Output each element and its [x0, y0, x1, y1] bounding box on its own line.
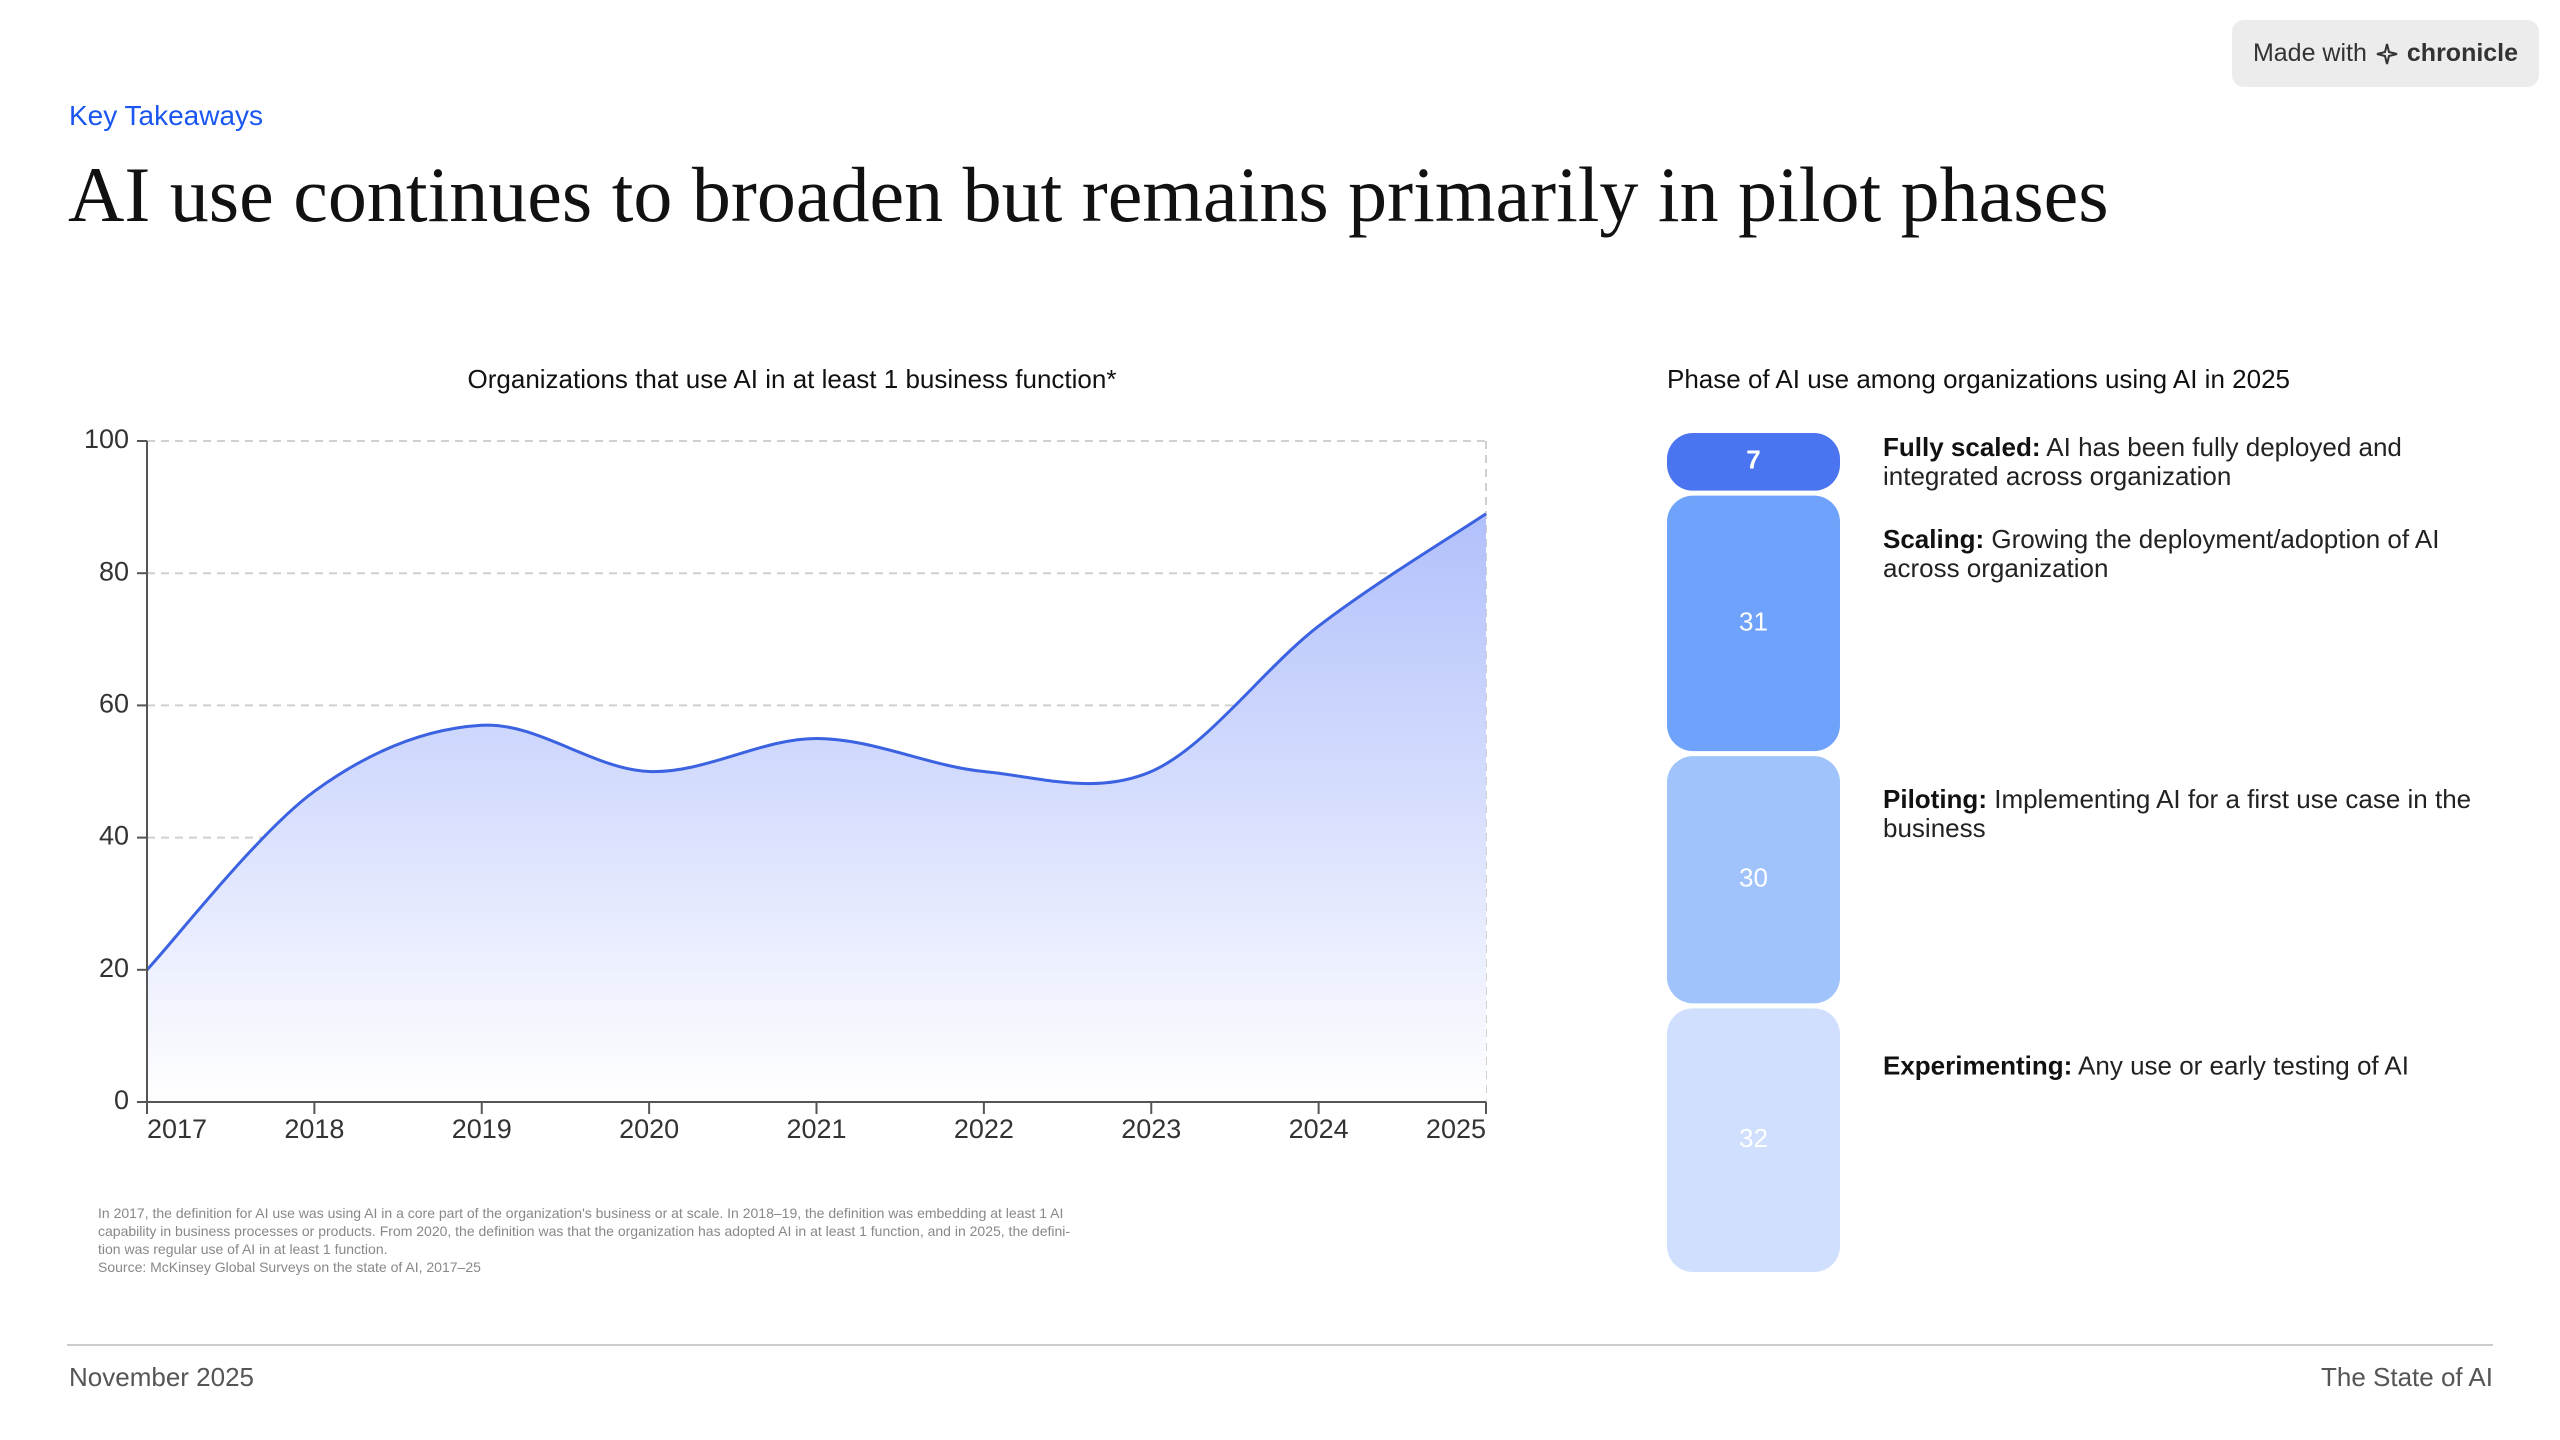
- x-tick-label: 2023: [1121, 1114, 1181, 1144]
- footer-report: The State of AI: [2321, 1362, 2493, 1392]
- footnote: tion was regular use of AI in at least 1…: [98, 1241, 388, 1257]
- y-tick-label: 20: [99, 953, 129, 983]
- phase-label: Fully scaled: AI has been fully deployed…: [1883, 431, 2473, 491]
- y-tick-label: 80: [99, 556, 129, 586]
- value-label: 30: [1739, 863, 1768, 893]
- phase-description: Implementing AI for a first use case in …: [1883, 784, 2472, 844]
- source: Source: McKinsey Global Surveys on the s…: [98, 1259, 481, 1275]
- phase-label: Piloting: Implementing AI for a first us…: [1883, 785, 2473, 843]
- chart-title: Organizations that use AI in at least 1 …: [468, 364, 1117, 394]
- x-tick-label: 2022: [954, 1114, 1014, 1144]
- badge-text: Made with: [2252, 39, 2367, 67]
- x-tick-label: 2018: [284, 1114, 344, 1144]
- phase-description: AI has been fully deployed and integrate…: [1883, 431, 2402, 491]
- made-with-badge[interactable]: Made with chronicle: [2232, 20, 2539, 87]
- phase-name: Experimenting:: [1883, 1050, 2073, 1081]
- phase-label: Experimenting: Any use or early testing …: [1883, 1050, 2473, 1081]
- phase-name: Scaling:: [1883, 523, 1985, 554]
- footnote: In 2017, the definition for AI use was u…: [98, 1205, 1064, 1221]
- x-tick-label: 2021: [786, 1114, 846, 1144]
- eyebrow: Key Takeaways: [69, 100, 264, 131]
- value-label: 7: [1746, 445, 1760, 475]
- area: [147, 513, 1486, 1102]
- phase-label: Scaling: Growing the deployment/adoption…: [1883, 523, 2473, 583]
- value-label: 32: [1739, 1123, 1768, 1153]
- x-tick-label: 2025: [1426, 1114, 1486, 1144]
- segment: [1667, 1008, 1840, 1272]
- x-tick-label: 2024: [1289, 1114, 1349, 1144]
- footnote: capability in business processes or prod…: [98, 1223, 1071, 1239]
- y-tick-label: 40: [99, 821, 129, 851]
- footer-date: November 2025: [69, 1362, 254, 1392]
- x-tick-label: 2019: [452, 1114, 512, 1144]
- x-tick-label: 2020: [619, 1114, 679, 1144]
- slide-title: AI use continues to broaden but remains …: [68, 151, 2109, 238]
- phase-name: Piloting:: [1883, 784, 1987, 815]
- segment: [1667, 495, 1840, 752]
- chart-title: Phase of AI use among organizations usin…: [1667, 364, 2290, 394]
- line: [145, 512, 1487, 971]
- y-tick-label: 0: [114, 1085, 129, 1115]
- badge-brand: chronicle: [2406, 39, 2519, 67]
- footer-rule: [67, 1344, 2493, 1346]
- segment: [1667, 433, 1840, 491]
- y-tick-label: 60: [99, 689, 129, 719]
- value-label: 31: [1739, 606, 1768, 636]
- phase-description: Any use or early testing of AI: [2078, 1050, 2410, 1081]
- brand-icon: [2376, 43, 2398, 64]
- phase-description: Growing the deployment/adoption of AI ac…: [1883, 523, 2440, 583]
- y-tick-label: 100: [84, 424, 129, 454]
- segment: [1667, 756, 1840, 1004]
- phase-name: Fully scaled:: [1883, 431, 2041, 462]
- x-tick-label: 2017: [147, 1114, 207, 1144]
